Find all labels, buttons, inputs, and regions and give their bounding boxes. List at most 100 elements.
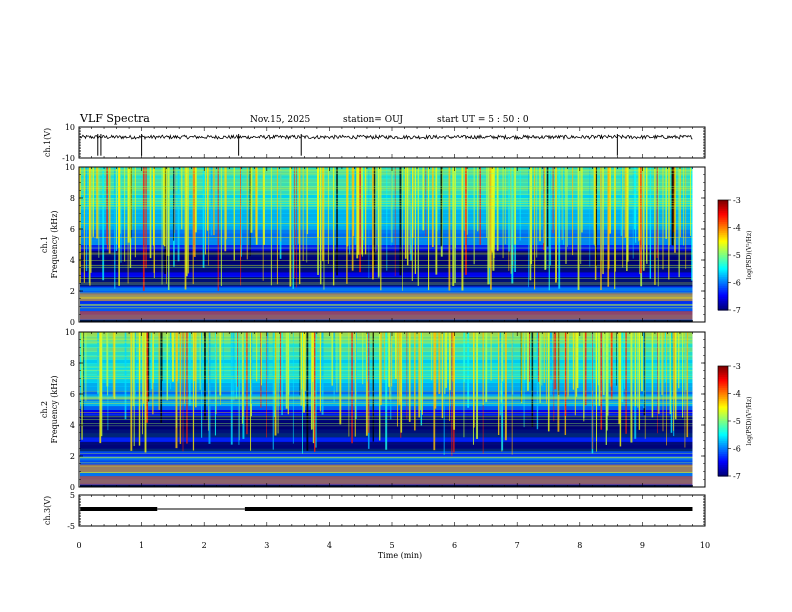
spectrogram-band xyxy=(80,225,693,230)
x-axis-label: Time (min) xyxy=(378,551,422,560)
colorbar-segment xyxy=(718,251,728,254)
colorbar-segment xyxy=(718,308,728,311)
y-tick-label: 8 xyxy=(70,359,75,368)
x-tick-label: 0 xyxy=(76,541,81,550)
y-tick-label: 0 xyxy=(70,318,75,327)
spectrogram-band xyxy=(80,178,693,183)
spectrogram-band xyxy=(80,459,693,465)
spectrogram-dark-band xyxy=(80,250,693,273)
ch3-level-panel: 5 -5 ch.3(V) 0 1 2 3 4 5 6 7 8 9 10 xyxy=(43,491,710,550)
y-tick-label: 10 xyxy=(65,163,75,172)
y-tick-label: 2 xyxy=(70,452,75,461)
colorbar-segment xyxy=(718,216,728,219)
colorbar-segment xyxy=(718,253,728,256)
colorbar-segment xyxy=(718,245,728,249)
colorbar-segment xyxy=(718,474,728,477)
spectrogram-band xyxy=(80,471,693,476)
ch3-level-ylabel: ch.3(V) xyxy=(43,496,52,525)
spectrogram-floor xyxy=(80,320,693,322)
spectrogram-band xyxy=(80,244,693,249)
y-tick-label: 8 xyxy=(70,194,75,203)
ch1-waveform-panel: 10 -10 ch.1(V) xyxy=(43,123,706,163)
colorbar-segment xyxy=(718,380,728,384)
colorbar-segment xyxy=(718,457,728,461)
colorbar-segment xyxy=(718,247,728,251)
spectrogram-hot-band xyxy=(80,293,693,302)
colorbar-segment xyxy=(718,395,728,398)
colorbar-segment xyxy=(718,267,728,271)
date-label: Nov.15, 2025 xyxy=(250,115,311,125)
colorbar-segment xyxy=(718,408,728,411)
y-tick-label: -10 xyxy=(62,154,75,163)
spectrogram-blank xyxy=(692,332,705,487)
colorbars: -3 -4 -5 -6 -7 log(PSD)(V²/Hz) -3 -4 -5 -6 -7 log(P… xyxy=(717,196,753,481)
colorbar-segment xyxy=(718,236,728,240)
colorbar-segment xyxy=(718,448,728,451)
x-tick-label: 6 xyxy=(452,541,457,550)
colorbar-segment xyxy=(718,468,728,472)
ch1-waveform-trace xyxy=(79,133,693,141)
spectrogram-dark-band xyxy=(80,277,693,287)
colorbar-segment xyxy=(718,234,728,238)
colorbar-segment xyxy=(718,430,728,433)
spectrogram-band xyxy=(80,213,693,218)
spectrogram-band xyxy=(80,174,693,180)
spectrogram-band xyxy=(80,452,693,457)
spectrogram-band xyxy=(80,209,693,214)
colorbar-segment xyxy=(718,266,728,269)
colorbar-segment xyxy=(718,441,728,444)
colorbar-segment xyxy=(718,461,728,464)
colorbar-segment xyxy=(718,422,728,426)
colorbar-tick-label: -7 xyxy=(733,472,741,481)
colorbar-segment xyxy=(718,240,728,243)
spectrogram-band xyxy=(80,306,693,311)
ch2-spectrogram-panel: 0 2 4 6 8 10 ch.2 Frequency (kHz) xyxy=(40,328,706,492)
colorbar-segment xyxy=(718,454,728,457)
colorbar-segment xyxy=(718,373,728,376)
x-tick-label: 8 xyxy=(577,541,582,550)
colorbar-segment xyxy=(718,209,728,212)
colorbar-segment xyxy=(718,299,728,302)
colorbar-segment xyxy=(718,382,728,385)
colorbar-segment xyxy=(718,378,728,382)
colorbar-segment xyxy=(718,450,728,453)
colorbar-segment xyxy=(718,201,728,205)
colorbar-segment xyxy=(718,452,728,455)
colorbar-segment xyxy=(718,406,728,409)
colorbar-segment xyxy=(718,470,728,473)
colorbar-segment xyxy=(718,229,728,232)
colorbar-segment xyxy=(718,222,728,225)
colorbar-segment xyxy=(718,218,728,221)
colorbar-segment xyxy=(718,275,728,278)
colorbar-segment xyxy=(718,227,728,230)
colorbar-segment xyxy=(718,212,728,216)
y-tick-label: 4 xyxy=(70,256,75,265)
station-label: station= OUJ xyxy=(343,115,403,125)
colorbar-segment xyxy=(718,428,728,431)
spectrogram-band xyxy=(80,232,693,238)
colorbar-segment xyxy=(718,255,728,258)
spectrogram-blank xyxy=(692,167,705,322)
plot-frame xyxy=(78,126,706,159)
colorbar-segment xyxy=(718,260,728,263)
colorbar-segment xyxy=(718,400,728,404)
colorbar-segment xyxy=(718,444,728,448)
colorbar-segment xyxy=(718,220,728,223)
x-tick-label: 3 xyxy=(264,541,269,550)
colorbar-segment xyxy=(718,200,728,203)
ch2-spectrogram-ylabel: Frequency (kHz) xyxy=(50,375,59,443)
colorbar-segment xyxy=(718,369,728,373)
colorbar-segment xyxy=(718,437,728,440)
colorbar-segment xyxy=(718,277,728,280)
spectrogram-band xyxy=(80,229,693,234)
y-tick-label: 2 xyxy=(70,287,75,296)
spectrogram-band xyxy=(80,271,693,276)
colorbar-segment xyxy=(718,205,728,208)
colorbar-segment xyxy=(718,304,728,307)
colorbar-segment xyxy=(718,472,728,475)
colorbar-segment xyxy=(718,264,728,267)
colorbar-segment xyxy=(718,366,728,369)
colorbar-segment xyxy=(718,293,728,296)
y-tick-label: 6 xyxy=(70,390,75,399)
colorbar-segment xyxy=(718,225,728,229)
